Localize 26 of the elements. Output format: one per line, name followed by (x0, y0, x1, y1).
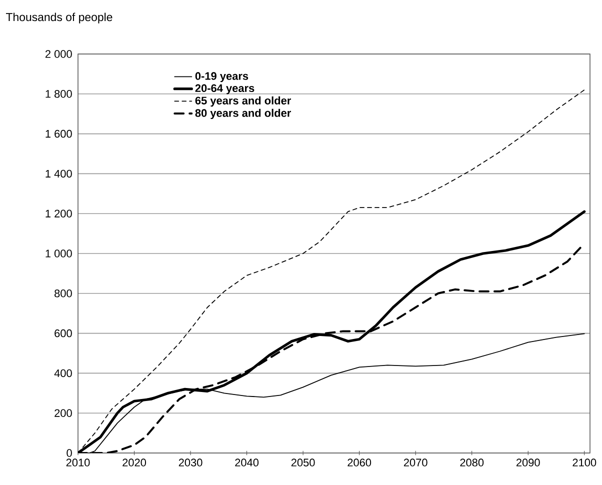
legend-label: 80 years and older (195, 108, 291, 120)
y-tick-label: 1 400 (46, 170, 72, 178)
x-tick-label: 2010 (66, 458, 90, 466)
y-tick-label: 2 000 (45, 50, 72, 58)
y-axis-title: Thousands of people (6, 12, 112, 24)
y-tick-label: 1 200 (46, 210, 72, 218)
x-tick-label: 2100 (572, 458, 596, 466)
y-tick-label: 400 (54, 369, 72, 378)
y-tick-label: 0 (66, 449, 72, 457)
y-tick-label: 600 (54, 329, 72, 338)
y-tick-label: 1 600 (46, 130, 72, 138)
y-tick-label: 800 (54, 290, 72, 298)
legend-label: 65 years and older (195, 96, 291, 107)
y-tick-label: 1 800 (46, 90, 72, 98)
legend-label: 20-64 years (195, 84, 254, 94)
x-tick-label: 2040 (235, 458, 259, 466)
y-tick-label: 1 000 (46, 250, 72, 258)
x-tick-label: 2050 (291, 458, 315, 466)
y-tick-label: 200 (54, 409, 72, 417)
x-tick-label: 2030 (178, 458, 202, 466)
x-tick-label: 2090 (516, 458, 540, 466)
x-tick-label: 2020 (122, 458, 146, 466)
x-tick-label: 2060 (348, 458, 372, 466)
legend-label: 0-19 years (195, 72, 248, 82)
x-tick-label: 2070 (404, 458, 428, 466)
x-tick-label: 2080 (460, 458, 484, 466)
